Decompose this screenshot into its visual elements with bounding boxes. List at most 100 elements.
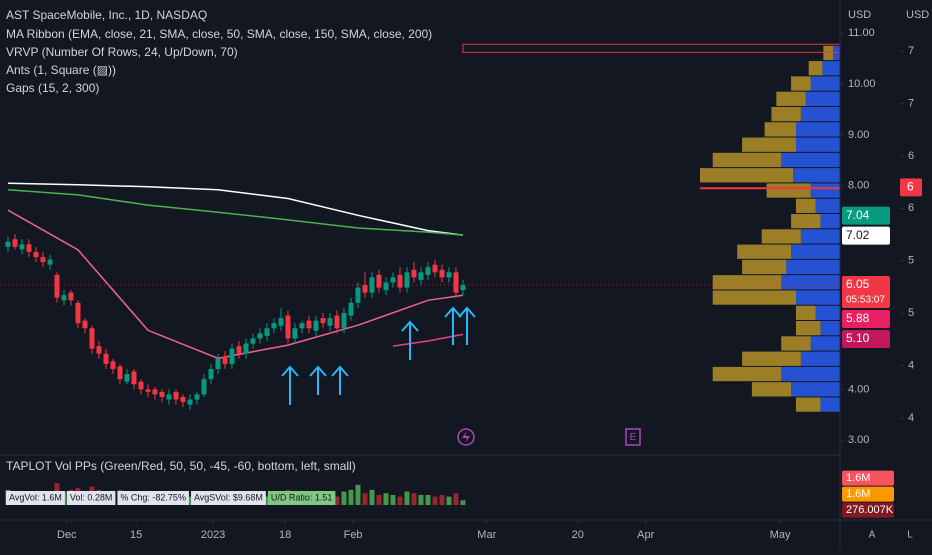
vrvp-up <box>781 152 840 168</box>
corner-button[interactable]: L <box>907 530 913 541</box>
candle-body <box>327 318 333 326</box>
vrvp-up <box>791 382 840 397</box>
candle-body <box>432 264 438 273</box>
candle-body <box>47 259 53 265</box>
volume-badge-label: 1.6M <box>846 472 870 484</box>
vrvp-down <box>712 290 796 305</box>
price-badge <box>842 206 890 225</box>
y-tick-label: 9.00 <box>848 129 869 141</box>
indicator-label: Gaps (15, 2, 300) <box>6 81 99 95</box>
vrvp-up <box>810 76 840 91</box>
candle-body <box>61 295 67 301</box>
volume-badge-label: 1.6M <box>846 488 870 500</box>
volume-pane-title: TAPLOT Vol PPs (Green/Red, 50, 50, -45, … <box>6 459 356 473</box>
y2-tick-label: 7 <box>908 97 914 109</box>
corner-button[interactable]: A <box>869 530 876 541</box>
vrvp-up <box>820 321 840 336</box>
candle-body <box>159 391 165 397</box>
vrvp-up <box>810 336 840 351</box>
candle-body <box>180 396 186 403</box>
candle-body <box>201 379 207 395</box>
volume-bar <box>425 494 431 505</box>
vrvp-up <box>822 61 840 76</box>
vrvp-up <box>795 290 840 305</box>
dividend-icon[interactable] <box>457 428 475 446</box>
candle-body <box>250 338 256 344</box>
x-tick-label: 2023 <box>201 529 225 541</box>
vrvp-down <box>795 397 821 412</box>
volume-bar <box>355 484 361 505</box>
candle-body <box>166 394 172 400</box>
y2-tick-label: 4 <box>908 412 914 424</box>
stat-bg <box>117 491 189 505</box>
candle-body <box>425 267 431 275</box>
price-badge-label: 7.04 <box>846 208 870 222</box>
stat-text: Vol: 0.28M <box>70 492 113 502</box>
candle-body <box>236 346 242 354</box>
candle-body <box>341 313 347 329</box>
vrvp-up <box>810 183 840 198</box>
vrvp-up <box>786 259 840 275</box>
volume-bar <box>446 496 452 505</box>
ants-arrows <box>281 306 476 405</box>
vrvp-up <box>795 137 840 152</box>
volume-bar <box>411 493 417 505</box>
ma-line <box>7 209 464 360</box>
price-badge <box>842 330 890 349</box>
volume-bar <box>460 500 466 505</box>
volume-bar <box>376 494 382 505</box>
vrvp-up <box>800 106 840 122</box>
volume-bar <box>404 491 410 505</box>
candle-body <box>12 239 18 247</box>
price-badge <box>842 276 890 309</box>
arrow <box>281 365 299 405</box>
arrow <box>331 365 349 395</box>
y2-badge <box>900 178 922 197</box>
volume-bar <box>187 496 193 505</box>
candle-body <box>215 358 221 369</box>
vrvp-down <box>742 259 787 275</box>
vrvp-down <box>712 275 782 290</box>
stat-text: % Chg: -82.75% <box>120 492 186 502</box>
stat-box: U/D Ratio: 1.51 <box>267 491 336 505</box>
chart-title: AST SpaceMobile, Inc., 1D, NASDAQ <box>6 8 207 22</box>
price-badge-label: 7.02 <box>846 228 870 242</box>
indicator-label: MA Ribbon (EMA, close, 21, SMA, close, 5… <box>6 27 432 41</box>
volume-bar <box>390 494 396 505</box>
candle-body <box>124 374 130 382</box>
arrow <box>458 306 476 345</box>
volume-badge <box>842 486 894 502</box>
volume-badge-label: 276.007K <box>846 504 894 516</box>
x-tick-label: 15 <box>130 529 142 541</box>
y-tick-label: 4.00 <box>848 383 869 395</box>
candle-body <box>355 287 361 303</box>
volume-bar <box>432 496 438 505</box>
arrow <box>401 320 419 360</box>
candle-body <box>229 348 235 364</box>
event-icons[interactable]: E <box>457 428 641 446</box>
volume-bar <box>334 496 340 505</box>
candle-body <box>89 328 95 349</box>
vrvp-up <box>793 168 840 183</box>
candle-body <box>369 277 375 293</box>
volume-bar <box>383 493 389 505</box>
candle-body <box>26 244 32 252</box>
x-tick-label: 20 <box>572 529 584 541</box>
y-tick-label: 8.00 <box>848 180 869 192</box>
vrvp-down <box>751 382 792 397</box>
arrow <box>309 365 327 395</box>
y2-tick-label: 5 <box>908 255 914 267</box>
vrvp-up <box>820 397 840 412</box>
volume-bar <box>264 496 270 505</box>
stat-text: U/D Ratio: 1.51 <box>271 492 333 502</box>
stat-box: AvgVol: 1.6M <box>6 491 65 505</box>
candle-body <box>278 318 284 326</box>
vrvp-up <box>805 91 840 106</box>
y2-badge-label: 6 <box>907 180 914 194</box>
candle-body <box>40 257 46 263</box>
earnings-icon[interactable] <box>625 428 641 446</box>
candle-body <box>460 285 466 291</box>
price-badge-label: 6.05 <box>846 277 870 291</box>
